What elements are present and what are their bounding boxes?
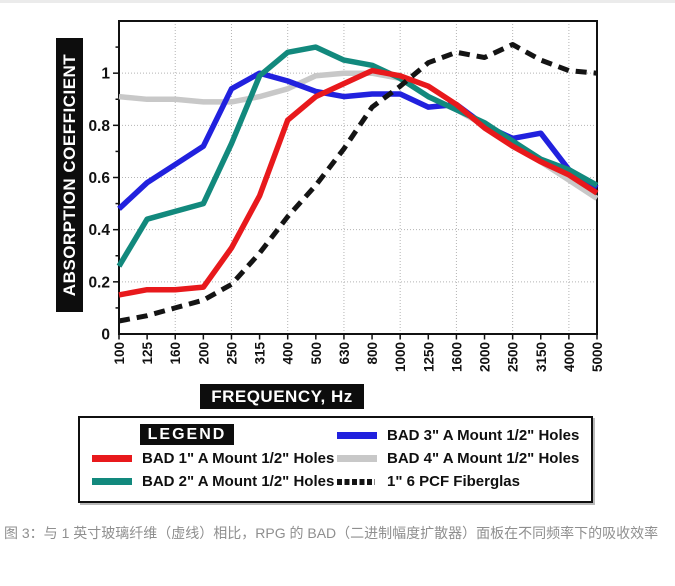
series-line-2 (117, 70, 599, 211)
x-tick-label: 100 (112, 342, 127, 365)
x-tick-label: 1600 (449, 342, 464, 372)
legend-entry-label: BAD 1" A Mount 1/2" Holes (142, 450, 335, 467)
series-line-1 (116, 44, 599, 268)
figure-caption: 图 3：与 1 英寸玻璃纤维（虚线）相比，RPG 的 BAD（二进制幅度扩散器）… (4, 525, 659, 541)
y-tick-label: 0.6 (88, 170, 110, 187)
x-tick-label: 125 (140, 342, 155, 365)
x-tick-label: 200 (196, 342, 211, 365)
line-swatch (92, 478, 132, 485)
line-swatch (337, 432, 377, 439)
y-tick-label: 1 (101, 66, 110, 83)
x-tick-label: 4000 (562, 342, 577, 372)
x-tick-label: 1250 (421, 342, 436, 372)
dashed-line-swatch (337, 479, 375, 485)
legend-entry-label: BAD 4" A Mount 1/2" Holes (387, 450, 580, 467)
x-tick-label: 3150 (534, 342, 549, 372)
y-tick-label: 0 (101, 327, 110, 344)
y-axis-title-box: ABSORPTION COEFFICIENT (56, 38, 83, 312)
absorption-chart: 100 125 160 200 250 315 400 500 630 800 1000 1250 16… (56, 20, 605, 503)
x-tick-label: 1000 (393, 342, 408, 372)
x-tick-label: 5000 (590, 342, 605, 372)
x-tick-label: 250 (224, 342, 239, 365)
y-tick-label: 0.2 (88, 274, 110, 291)
legend: LEGEND BAD 1" A Mount 1/2" Holes BAD 2" A… (78, 416, 593, 503)
y-tick-label: 0.4 (88, 222, 110, 239)
y-tick-label: 0.8 (88, 118, 110, 135)
legend-entry-label: BAD 2" A Mount 1/2" Holes (142, 473, 335, 490)
line-swatch (337, 455, 377, 462)
x-tick-label: 800 (365, 342, 380, 365)
x-tick-label: 500 (309, 342, 324, 365)
x-tick-label: 315 (253, 342, 268, 365)
x-axis-title-box: FREQUENCY, Hz (200, 384, 364, 409)
x-tick-label: 2000 (478, 342, 493, 372)
x-tick-label: 2500 (506, 342, 521, 372)
y-axis-title: ABSORPTION COEFFICIENT (59, 53, 79, 297)
x-tick-label: 400 (281, 342, 296, 365)
x-tick-label: 630 (337, 342, 352, 365)
legend-title: LEGEND (140, 424, 234, 445)
legend-entry-label: 1" 6 PCF Fiberglas (387, 473, 520, 490)
chart-canvas: 100 125 160 200 250 315 400 500 630 800 1000 1250 16… (88, 20, 605, 372)
line-swatch (92, 455, 132, 462)
series-line-0 (118, 67, 599, 298)
page-top-divider (0, 0, 675, 3)
series-line-4 (118, 42, 598, 324)
x-tick-label: 160 (168, 342, 183, 365)
legend-entry-label: BAD 3" A Mount 1/2" Holes (387, 427, 580, 444)
